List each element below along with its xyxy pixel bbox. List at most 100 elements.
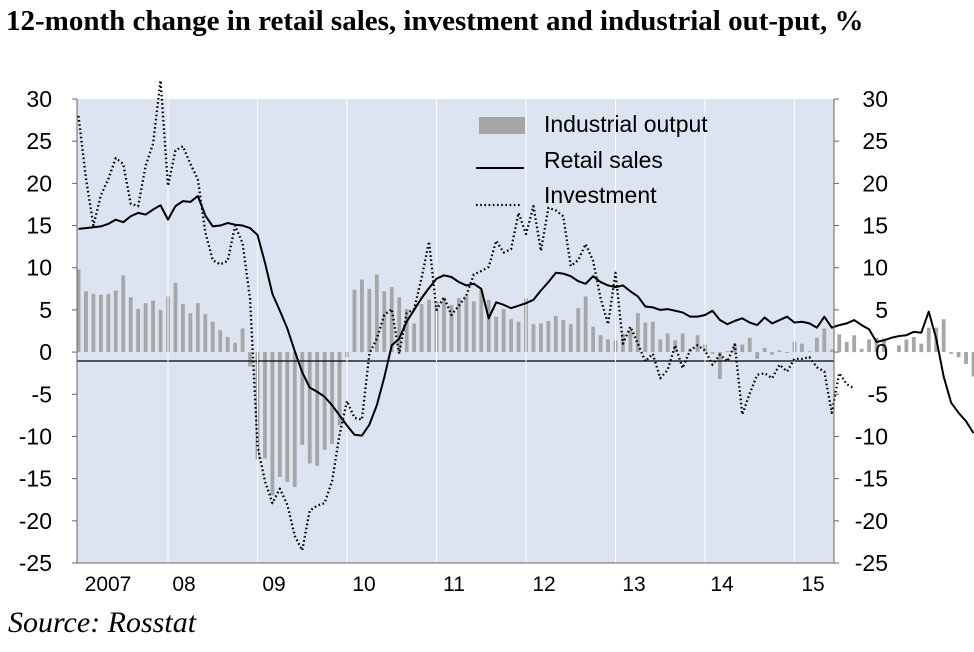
- y-tick-label-left: 25: [26, 128, 52, 154]
- industrial-output-bar: [591, 326, 596, 353]
- industrial-output-bar: [725, 351, 730, 353]
- industrial-output-bar: [740, 344, 745, 353]
- right-tick-labels: 30 25 20 15 10 5 0 -5 -10 -15 -20 -25: [855, 86, 888, 576]
- x-tick-label: 12: [532, 573, 555, 596]
- industrial-output-bar: [479, 289, 484, 353]
- y-tick-label-right: 30: [862, 86, 888, 112]
- industrial-output-bar: [128, 297, 133, 353]
- industrial-output-bar: [113, 290, 118, 353]
- y-tick-label-right: 15: [862, 213, 888, 239]
- industrial-output-bar: [471, 301, 476, 353]
- series-lines: [77, 79, 974, 552]
- industrial-output-bar: [822, 328, 827, 353]
- x-tick-label: 08: [172, 573, 195, 596]
- industrial-output-bar: [867, 339, 871, 353]
- y-tick-label-left: 15: [26, 213, 52, 239]
- industrial-output-bar: [882, 338, 886, 353]
- industrial-output-bar: [121, 275, 126, 353]
- industrial-output-bar: [225, 336, 230, 353]
- industrial-output-bar: [210, 321, 215, 353]
- x-tick-label: 14: [710, 573, 734, 596]
- industrial-output-bar: [367, 288, 372, 353]
- right-ticks: [834, 98, 839, 564]
- industrial-output-bar: [270, 352, 275, 496]
- industrial-output-bar: [956, 352, 961, 358]
- industrial-output-bar: [606, 339, 610, 353]
- industrial-output-bar: [971, 352, 974, 377]
- industrial-output-bar: [419, 304, 424, 353]
- left-ticks: [72, 98, 77, 564]
- source-note: Source: Rosstat: [8, 606, 197, 639]
- industrial-output-bar: [941, 319, 946, 353]
- industrial-output-bar: [598, 335, 603, 353]
- x-tick-label: 10: [352, 573, 375, 596]
- industrial-output-bar: [218, 330, 223, 353]
- y-tick-label-right: 20: [862, 170, 888, 196]
- industrial-output-bar: [263, 352, 267, 459]
- industrial-output-bar: [852, 335, 857, 353]
- industrial-output-bar: [568, 324, 573, 353]
- industrial-output-bar: [897, 345, 901, 353]
- y-tick-label-left: 0: [39, 339, 52, 365]
- industrial-output-bar: [188, 313, 193, 353]
- right-axis: 30 25 20 15 10 5 0 -5 -10 -15 -20 -25: [833, 86, 888, 576]
- industrial-output-bar: [859, 348, 864, 353]
- industrial-output-bar: [583, 296, 588, 353]
- y-tick-label-right: -20: [855, 508, 888, 534]
- chart-title: 12-month change in retail sales, investm…: [6, 5, 864, 37]
- left-tick-labels: 30 25 20 15 10 5 0 -5 -10 -15 -20 -25: [19, 86, 52, 576]
- industrial-output-bar: [785, 352, 789, 353]
- industrial-output-bar: [919, 343, 924, 353]
- industrial-output-bar: [710, 352, 715, 354]
- y-tick-label-right: -10: [855, 423, 888, 449]
- industrial-output-bar: [911, 336, 916, 353]
- industrial-output-bar: [248, 352, 252, 367]
- industrial-output-bar: [195, 303, 200, 353]
- industrial-output-bar: [628, 330, 633, 353]
- industrial-output-bar: [181, 304, 185, 353]
- industrial-output-bar: [926, 327, 931, 353]
- investment-line: [77, 79, 855, 552]
- x-tick-label: 13: [622, 573, 645, 596]
- industrial-output-bar: [300, 352, 305, 445]
- industrial-output-bar: [360, 279, 364, 353]
- y-tick-label-left: 5: [39, 297, 52, 323]
- industrial-output-bar: [352, 289, 357, 353]
- industrial-output-bar: [464, 296, 469, 353]
- industrial-output-bar: [829, 349, 834, 353]
- industrial-output-bar: [680, 333, 685, 353]
- industrial-output-bar: [777, 350, 782, 353]
- industrial-output-bar: [292, 352, 297, 488]
- industrial-output-bar: [837, 334, 842, 353]
- industrial-output-bar: [233, 342, 238, 353]
- industrial-output-bar: [747, 337, 752, 353]
- industrial-output-bar: [76, 269, 81, 353]
- industrial-output-bar: [509, 319, 513, 353]
- industrial-output-bar: [158, 309, 163, 353]
- y-tick-label-right: -15: [855, 466, 888, 492]
- y-tick-label-left: -5: [32, 381, 52, 407]
- industrial-output-bar: [98, 294, 103, 353]
- legend-label-investment: Investment: [544, 182, 657, 208]
- industrial-output-bar: [561, 320, 566, 353]
- industrial-output-bar: [800, 343, 804, 353]
- legend-bar-swatch: [479, 117, 525, 134]
- industrial-output-bar: [650, 321, 655, 353]
- industrial-output-bar: [397, 297, 402, 353]
- industrial-output-bar: [718, 352, 722, 380]
- industrial-output-bar: [732, 343, 737, 353]
- industrial-output-bar: [755, 352, 760, 359]
- y-tick-label-left: 20: [26, 170, 52, 196]
- plot-background: [77, 99, 834, 563]
- y-tick-label-right: -5: [868, 381, 888, 407]
- industrial-output-bar: [412, 323, 417, 353]
- industrial-output-bar: [770, 352, 775, 355]
- industrial-output-bar: [442, 297, 446, 353]
- industrial-output-bar: [665, 333, 670, 353]
- industrial-output-bar: [643, 322, 648, 353]
- industrial-output-bar: [456, 298, 461, 353]
- x-tick-label: 09: [262, 573, 285, 596]
- industrial-output-bar: [539, 323, 543, 353]
- year-dividers: [167, 99, 795, 563]
- industrial-output-bar: [814, 337, 819, 353]
